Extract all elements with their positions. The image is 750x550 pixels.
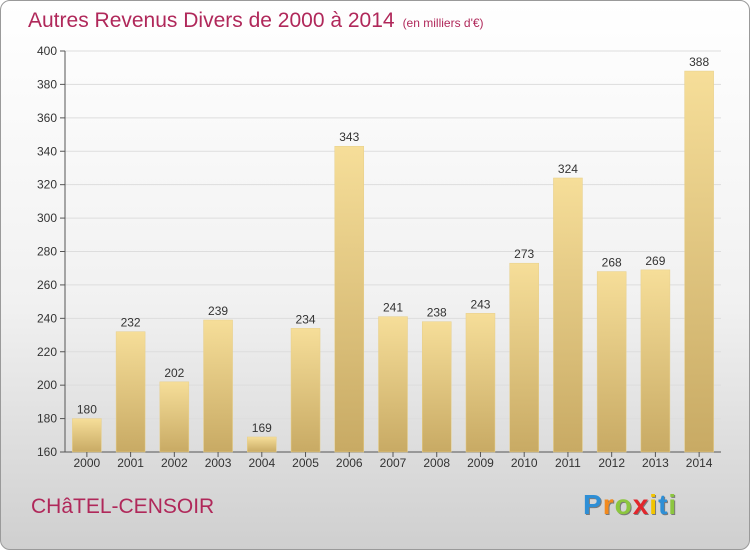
y-tick-label: 280: [37, 245, 57, 259]
bar: [684, 70, 714, 453]
x-tick-label: 2010: [511, 456, 538, 470]
bar: [290, 328, 321, 453]
x-tick-label: 2012: [598, 456, 625, 470]
bar: [72, 418, 102, 453]
chart-title-text: Autres Revenus Divers de 2000 à 2014: [28, 9, 395, 32]
bar-value-label: 239: [208, 304, 228, 318]
x-tick-label: 2000: [74, 456, 101, 470]
x-tick-label: 2008: [423, 456, 450, 470]
x-tick-label: 2014: [686, 456, 713, 470]
y-tick-label: 160: [37, 445, 57, 459]
x-tick-label: 2007: [380, 456, 407, 470]
y-tick-label: 220: [37, 345, 57, 359]
x-tick-label: 2001: [117, 456, 144, 470]
chart-title: Autres Revenus Divers de 2000 à 2014 (en …: [28, 9, 484, 33]
logo-letter: o: [614, 489, 633, 520]
bar-value-label: 268: [602, 256, 622, 270]
x-tick-label: 2004: [248, 456, 275, 470]
bar: [421, 321, 452, 453]
bar-value-label: 243: [470, 297, 490, 311]
y-tick-label: 260: [37, 278, 57, 292]
logo-letter: r: [602, 489, 615, 520]
x-tick-label: 2005: [292, 456, 319, 470]
proxiti-logo: Proxiti: [583, 489, 677, 521]
y-tick-label: 300: [37, 211, 57, 225]
y-tick-label: 180: [37, 412, 57, 426]
y-tick-label: 240: [37, 311, 57, 325]
bar: [553, 177, 583, 453]
bar-value-label: 388: [689, 55, 709, 69]
bar-value-label: 232: [121, 316, 141, 330]
bar: [378, 316, 408, 453]
x-tick-label: 2006: [336, 456, 363, 470]
logo-letter: t: [658, 489, 669, 520]
x-tick-label: 2009: [467, 456, 494, 470]
y-tick-label: 400: [37, 44, 57, 58]
bar-value-label: 343: [339, 130, 359, 144]
logo-letter: P: [583, 489, 603, 520]
bar: [247, 436, 277, 453]
x-tick-label: 2002: [161, 456, 188, 470]
bar-value-label: 238: [427, 306, 447, 320]
bar-value-label: 169: [252, 421, 272, 435]
y-tick-label: 340: [37, 144, 57, 158]
logo-letter: x: [632, 489, 650, 520]
place-name: CHâTEL-CENSOIR: [31, 495, 215, 518]
logo-letter: i: [649, 489, 659, 520]
bar: [640, 269, 671, 453]
bar-value-label: 180: [77, 403, 97, 417]
logo-letter: i: [668, 489, 678, 520]
bar: [159, 381, 190, 453]
x-tick-label: 2013: [642, 456, 669, 470]
bar: [115, 331, 146, 453]
bar-value-label: 202: [164, 366, 184, 380]
bar: [465, 313, 496, 453]
bar-value-label: 269: [645, 254, 665, 268]
bar: [203, 319, 233, 453]
bar: [334, 145, 365, 453]
chart-unit-note: (en milliers d'€): [402, 16, 484, 30]
bar: [509, 262, 539, 453]
bar-value-label: 234: [296, 312, 316, 326]
bar-value-label: 324: [558, 162, 578, 176]
bar-value-label: 241: [383, 301, 403, 315]
y-tick-label: 360: [37, 111, 57, 125]
bar: [596, 271, 627, 453]
y-tick-label: 200: [37, 378, 57, 392]
y-tick-label: 320: [37, 178, 57, 192]
x-tick-label: 2011: [555, 456, 581, 470]
x-tick-label: 2003: [205, 456, 232, 470]
bar-value-label: 273: [514, 247, 534, 261]
y-tick-label: 380: [37, 77, 57, 91]
